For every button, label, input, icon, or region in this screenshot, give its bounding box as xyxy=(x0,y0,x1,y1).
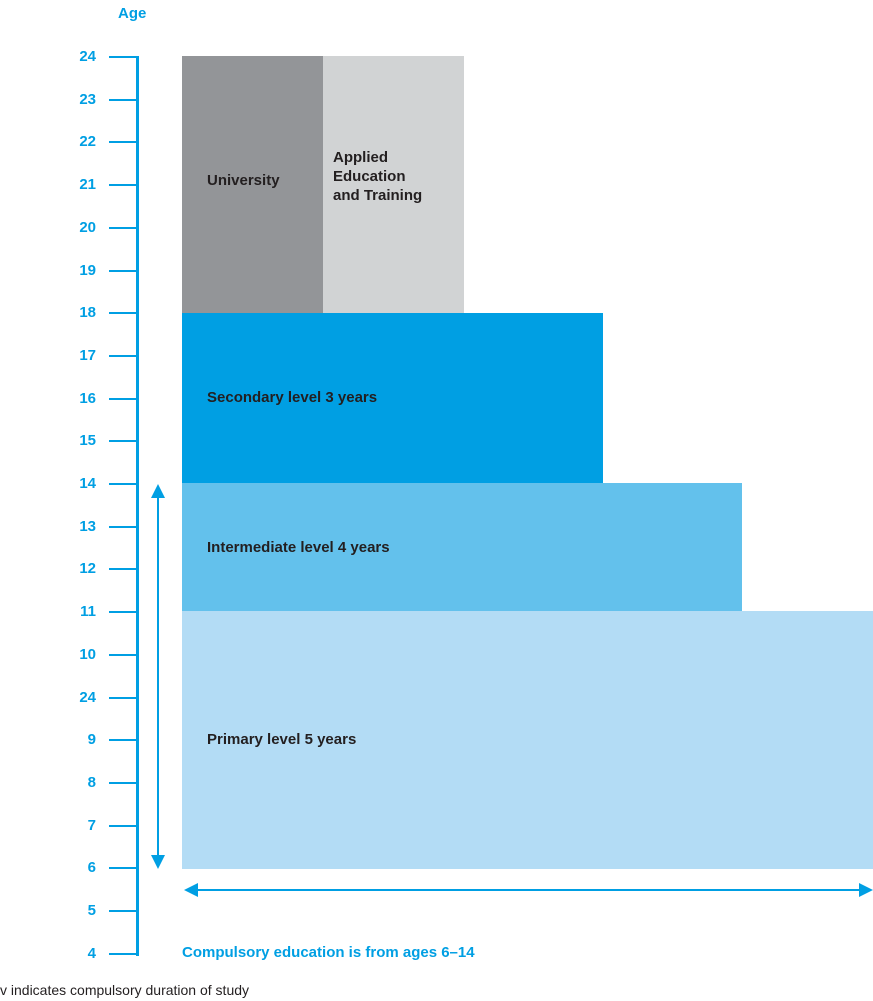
age-tick xyxy=(109,696,136,699)
age-tick-label: 19 xyxy=(79,261,96,279)
age-tick-label: 24 xyxy=(79,48,96,65)
age-tick-label: 24 xyxy=(79,688,96,706)
intermediate-level-block xyxy=(182,483,742,611)
age-tick xyxy=(109,397,136,400)
age-tick-label: 15 xyxy=(79,432,96,450)
age-tick-label: 22 xyxy=(79,133,96,151)
age-tick-label: 10 xyxy=(79,645,96,663)
age-tick-label: 21 xyxy=(79,176,96,194)
age-tick xyxy=(109,184,136,187)
vertical-compulsory-arrow xyxy=(151,484,165,869)
university-label: University xyxy=(207,172,280,189)
university-block xyxy=(182,56,323,313)
horizontal-compulsory-arrow xyxy=(184,883,873,897)
age-tick xyxy=(109,141,136,144)
age-tick-label: 6 xyxy=(87,859,96,877)
age-tick xyxy=(109,226,136,229)
age-tick xyxy=(109,910,136,912)
age-tick xyxy=(109,952,136,955)
footnote: v indicates compulsory duration of study xyxy=(0,982,250,998)
age-tick-label: 18 xyxy=(79,304,96,322)
age-tick xyxy=(109,354,136,357)
age-tick-label: 13 xyxy=(79,517,96,535)
age-tick xyxy=(109,98,136,101)
secondary-level-label: Secondary level 3 years xyxy=(207,389,378,406)
age-tick-label: 14 xyxy=(79,475,96,492)
age-tick-label: 7 xyxy=(87,816,96,834)
age-tick xyxy=(109,525,136,528)
age-tick xyxy=(109,312,136,315)
primary-level-block xyxy=(182,611,873,869)
primary-level-label: Primary level 5 years xyxy=(207,731,357,748)
age-tick-label: 9 xyxy=(87,731,96,749)
age-tick xyxy=(109,56,136,58)
age-tick-label: 4 xyxy=(87,944,96,962)
age-tick-label: 8 xyxy=(87,773,96,791)
age-tick-label: 23 xyxy=(79,90,96,108)
age-tick-label: 17 xyxy=(79,346,96,364)
secondary-level-block xyxy=(182,313,603,483)
age-tick xyxy=(109,653,136,656)
age-tick xyxy=(109,867,136,870)
age-tick-label: 11 xyxy=(80,603,96,621)
age-tick xyxy=(109,568,136,571)
age-tick xyxy=(109,611,136,614)
age-tick-label: 5 xyxy=(87,902,96,919)
age-tick-label: 16 xyxy=(79,389,96,407)
axis-title: Age xyxy=(118,5,147,22)
applied-education-block xyxy=(323,56,464,313)
age-axis-line xyxy=(136,56,139,956)
age-tick-label: 20 xyxy=(79,218,96,236)
age-tick xyxy=(109,483,136,485)
compulsory-caption: Compulsory education is from ages 6–14 xyxy=(182,944,475,961)
age-tick xyxy=(109,781,136,784)
age-tick xyxy=(109,824,136,827)
age-tick xyxy=(109,739,136,742)
intermediate-level-label: Intermediate level 4 years xyxy=(207,539,390,556)
applied-education-label: Applied Education and Training xyxy=(333,149,423,204)
age-tick-label: 12 xyxy=(79,560,96,578)
age-tick xyxy=(109,440,136,443)
age-tick xyxy=(109,269,136,272)
